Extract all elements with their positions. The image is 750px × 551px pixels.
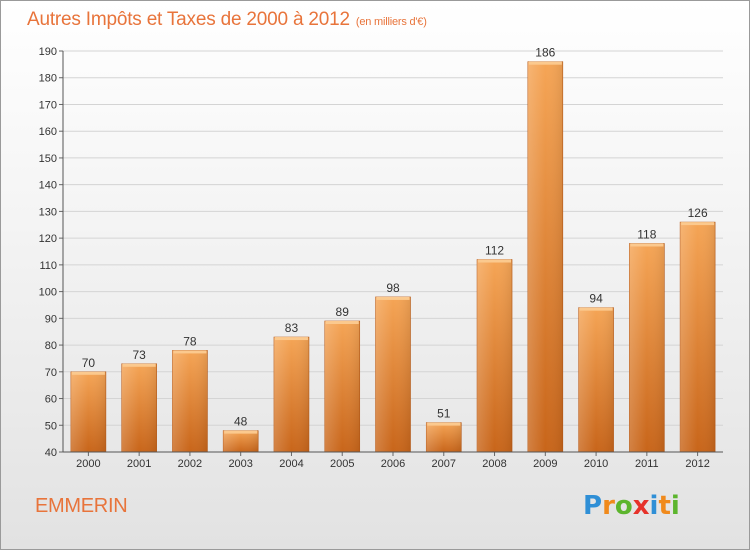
y-tick-label: 110 bbox=[39, 260, 57, 272]
bar-shine bbox=[680, 222, 716, 452]
bar-highlight bbox=[173, 350, 207, 354]
bar-shine bbox=[578, 307, 614, 452]
value-label: 186 bbox=[535, 46, 555, 60]
commune-name: EMMERIN bbox=[35, 495, 128, 517]
y-tick-label: 40 bbox=[45, 447, 57, 459]
bar-shine bbox=[121, 363, 157, 452]
value-label: 126 bbox=[688, 206, 708, 220]
x-tick-label: 2003 bbox=[228, 458, 252, 470]
y-tick-label: 90 bbox=[45, 313, 57, 325]
value-label: 118 bbox=[637, 227, 656, 241]
y-tick-label: 180 bbox=[39, 73, 57, 85]
bar-highlight bbox=[630, 243, 664, 247]
y-tick-label: 80 bbox=[45, 340, 57, 352]
y-tick-label: 130 bbox=[39, 206, 57, 218]
value-label: 112 bbox=[485, 244, 504, 258]
bar-shine bbox=[70, 371, 106, 452]
bar-shine bbox=[477, 259, 513, 452]
y-axis-ticks: 40 50 60 70 80 90 100 110 120 130 140 150 160 170 180 1… bbox=[39, 46, 63, 459]
bar-shine bbox=[426, 422, 462, 452]
y-tick-label: 160 bbox=[39, 126, 57, 138]
bar-highlight bbox=[376, 296, 410, 300]
y-tick-label: 140 bbox=[39, 180, 57, 192]
value-label: 48 bbox=[234, 415, 248, 429]
logo-letter: i bbox=[670, 491, 680, 521]
x-tick-label: 2011 bbox=[635, 458, 659, 470]
y-tick-label: 50 bbox=[45, 420, 57, 432]
value-label: 70 bbox=[82, 356, 96, 370]
proxiti-logo[interactable]: Proxiti bbox=[583, 491, 680, 521]
x-tick-label: 2010 bbox=[584, 458, 608, 470]
value-label: 73 bbox=[132, 348, 146, 362]
chart-title: Autres Impôts et Taxes de 2000 à 2012 (en… bbox=[27, 9, 427, 31]
bar-highlight bbox=[224, 430, 258, 434]
x-tick-label: 2000 bbox=[76, 458, 100, 470]
x-tick-label: 2005 bbox=[330, 458, 354, 470]
logo-letter: r bbox=[602, 491, 615, 521]
bar-shine bbox=[527, 61, 563, 453]
bar-highlight bbox=[325, 321, 359, 325]
chart-title-text: Autres Impôts et Taxes de 2000 à 2012 bbox=[27, 9, 350, 30]
value-label: 98 bbox=[386, 281, 400, 295]
logo-letter: o bbox=[614, 491, 633, 521]
bar-highlight bbox=[528, 61, 562, 65]
y-tick-label: 60 bbox=[45, 394, 57, 406]
y-tick-label: 170 bbox=[39, 99, 57, 111]
logo-letter: P bbox=[583, 491, 603, 521]
value-label: 89 bbox=[336, 305, 350, 319]
x-tick-label: 2012 bbox=[685, 458, 709, 470]
bar-shine bbox=[375, 296, 411, 452]
x-tick-label: 2008 bbox=[482, 458, 506, 470]
bar-highlight bbox=[274, 337, 308, 341]
x-tick-label: 2006 bbox=[381, 458, 405, 470]
logo-letter: t bbox=[658, 491, 671, 521]
bar-highlight bbox=[579, 307, 613, 311]
bar-highlight bbox=[681, 222, 715, 226]
bar-shine bbox=[273, 337, 309, 452]
bar-shine bbox=[172, 350, 208, 452]
value-label: 94 bbox=[589, 292, 603, 306]
bar-highlight bbox=[122, 363, 156, 367]
y-tick-label: 120 bbox=[39, 233, 57, 245]
bar-highlight bbox=[71, 371, 105, 375]
x-tick-label: 2004 bbox=[279, 458, 303, 470]
value-labels: 70 73 78 48 83 89 98 51 112 186 94 118 126 bbox=[82, 46, 708, 429]
bar-shine bbox=[629, 243, 665, 452]
x-axis-ticks: 2000 2001 2002 2003 2004 2005 2006 2007 2008 2009… bbox=[76, 452, 710, 470]
logo-letter: i bbox=[649, 491, 659, 521]
x-tick-label: 2001 bbox=[127, 458, 151, 470]
y-tick-label: 70 bbox=[45, 367, 57, 379]
x-tick-label: 2007 bbox=[432, 458, 456, 470]
bar-highlight bbox=[478, 259, 512, 263]
bar-shine bbox=[324, 321, 360, 452]
bar-highlight bbox=[427, 422, 461, 426]
chart-subtitle: (en milliers d'€) bbox=[355, 16, 427, 28]
x-tick-label: 2009 bbox=[533, 458, 557, 470]
value-label: 78 bbox=[183, 334, 197, 348]
bar-shine bbox=[223, 430, 259, 452]
y-tick-label: 190 bbox=[39, 46, 57, 58]
y-tick-label: 150 bbox=[39, 153, 57, 165]
value-label: 83 bbox=[285, 321, 299, 335]
axes bbox=[62, 51, 723, 453]
x-tick-label: 2002 bbox=[178, 458, 202, 470]
value-label: 51 bbox=[437, 407, 451, 421]
logo-letter: x bbox=[632, 491, 650, 521]
y-tick-label: 100 bbox=[39, 287, 57, 299]
bars bbox=[70, 61, 716, 453]
